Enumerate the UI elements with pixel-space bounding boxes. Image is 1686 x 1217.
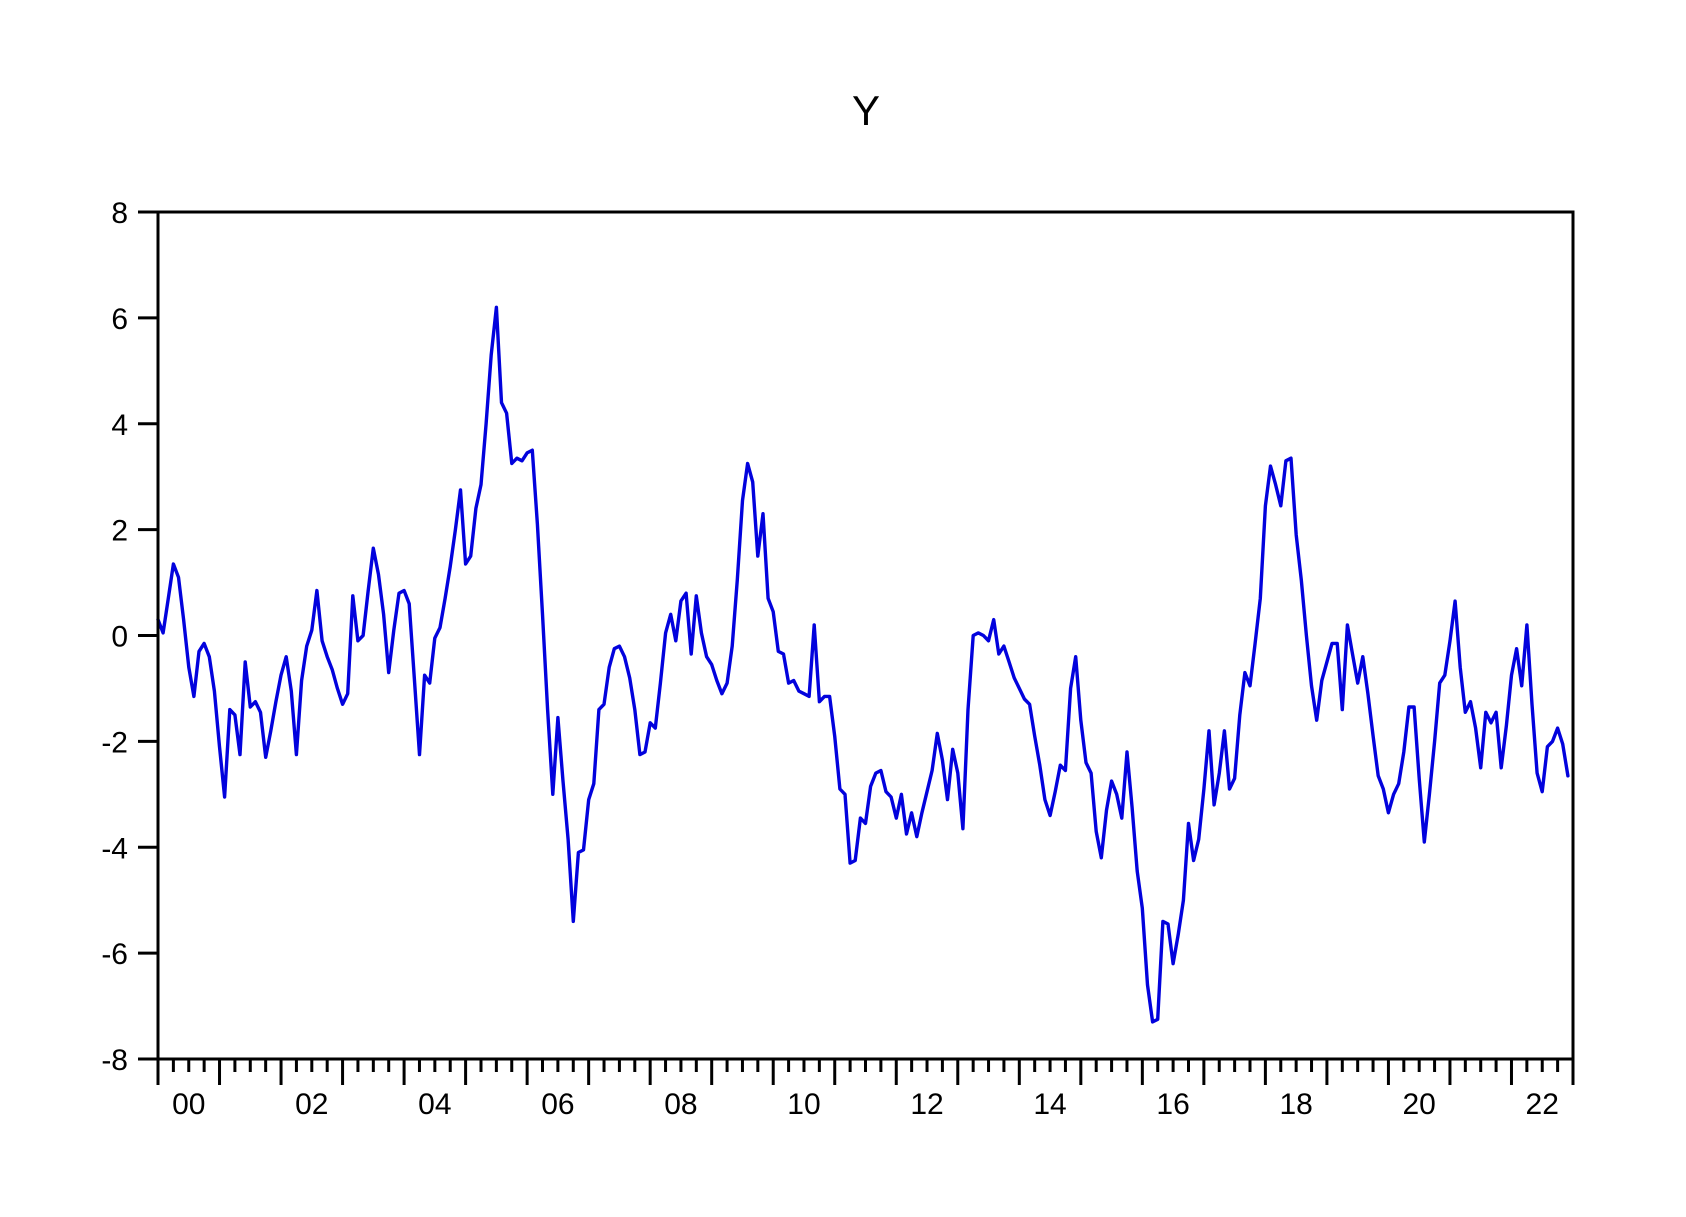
x-axis-tick-label: 10 (787, 1088, 820, 1121)
y-axis-tick-label: 0 (111, 621, 128, 654)
chart-title: Y (852, 87, 880, 134)
series-group (156, 305, 1570, 1024)
x-axis-tick-label: 12 (910, 1088, 943, 1121)
y-axis-tick-label: 8 (111, 197, 128, 230)
y-axis-tick-label: 4 (111, 409, 128, 442)
y-axis-tick-label: 6 (111, 303, 128, 336)
x-axis-tick-label: 04 (418, 1088, 451, 1121)
y-axis-tick-label: 2 (111, 515, 128, 548)
y-axis-tick-label: -2 (101, 726, 128, 759)
x-axis-tick-label: 06 (541, 1088, 574, 1121)
axis-ticks (138, 210, 1575, 1085)
x-axis-tick-label: 20 (1403, 1088, 1436, 1121)
series-line (156, 305, 1570, 1024)
x-axis-tick-label: 16 (1156, 1088, 1189, 1121)
x-axis-tick-label: 00 (172, 1088, 205, 1121)
x-axis-tick-label: 22 (1526, 1088, 1559, 1121)
x-axis-tick-label: 14 (1033, 1088, 1066, 1121)
x-axis-tick-label: 18 (1279, 1088, 1312, 1121)
plot-frame (156, 210, 1575, 1061)
x-axis-tick-label: 02 (295, 1088, 328, 1121)
x-axis-tick-label: 08 (664, 1088, 697, 1121)
y-axis-tick-label: -6 (101, 938, 128, 971)
y-axis-tick-label: -8 (101, 1044, 128, 1077)
y-axis-tick-label: -4 (101, 832, 128, 865)
